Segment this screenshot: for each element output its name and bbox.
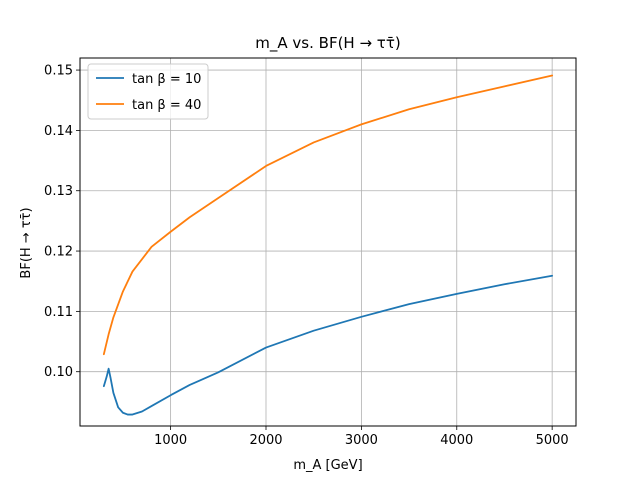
y-tick-label: 0.15	[44, 64, 73, 79]
x-tick-label: 5000	[536, 433, 569, 448]
y-tick-label: 0.11	[44, 305, 73, 320]
tick-marks	[76, 69, 553, 430]
y-tick-label: 0.12	[44, 245, 73, 260]
x-tick-label: 2000	[249, 433, 282, 448]
series-line-0	[102, 274, 554, 416]
legend: tan β = 10 tan β = 40	[87, 63, 209, 120]
legend-label-tan-beta-40: tan β = 40	[132, 98, 201, 113]
y-tick-label: 0.10	[44, 365, 73, 380]
y-axis-label: BF(H → ττ̄)	[19, 207, 34, 278]
grid-lines	[80, 58, 576, 426]
series-line-1	[102, 74, 554, 356]
x-axis-label: m_A [GeV]	[293, 458, 362, 473]
x-tick-label: 4000	[440, 433, 473, 448]
series-lines	[102, 74, 554, 416]
chart-title: m_A vs. BF(H → ττ̄)	[255, 34, 400, 53]
y-tick-label: 0.13	[44, 184, 73, 199]
legend-label-tan-beta-10: tan β = 10	[132, 72, 201, 87]
y-tick-labels: 0.10 0.11 0.12 0.13 0.14 0.15	[44, 64, 73, 381]
x-tick-labels: 1000 2000 3000 4000 5000	[154, 433, 569, 448]
x-tick-label: 3000	[345, 433, 378, 448]
x-tick-label: 1000	[154, 433, 187, 448]
axes-frame	[79, 57, 577, 427]
y-tick-label: 0.14	[44, 124, 73, 139]
